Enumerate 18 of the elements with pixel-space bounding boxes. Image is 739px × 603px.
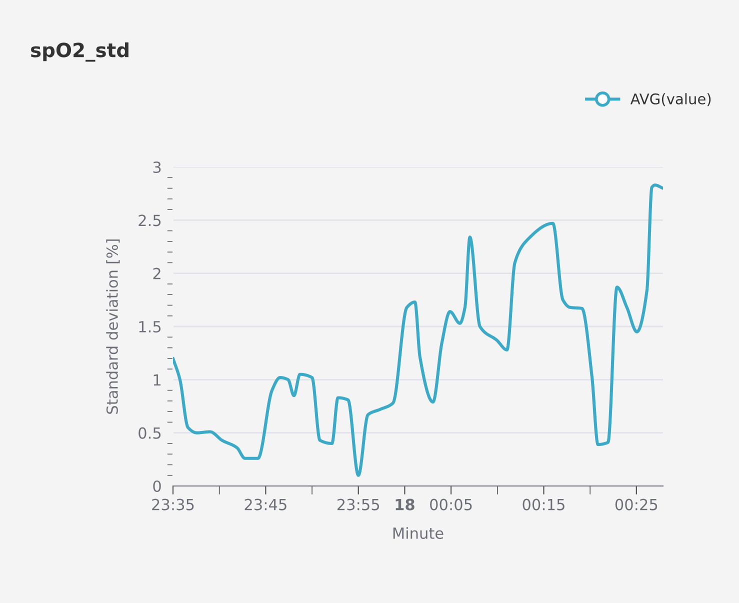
- x-tick-label: 00:25: [615, 498, 658, 510]
- x-tick-label: 23:55: [337, 498, 380, 510]
- x-axis-title: Minute: [393, 527, 444, 539]
- y-tick-label: 3: [153, 161, 161, 174]
- chart-title: spO2_std: [31, 42, 128, 62]
- x-tick-label: 18: [396, 498, 414, 510]
- x-tick-label: 23:45: [244, 498, 286, 510]
- y-tick-label: 2: [153, 268, 160, 280]
- x-tick-label: 00:15: [522, 498, 564, 510]
- legend-label: AVG(value): [630, 93, 711, 106]
- x-tick-label: 23:35: [152, 498, 194, 510]
- y-tick-label: 0: [153, 480, 161, 492]
- y-tick-label: 0.5: [138, 427, 161, 439]
- y-tick-label: 1.5: [139, 321, 161, 333]
- y-tick-label: 1: [154, 374, 160, 386]
- x-tick-label: 00:05: [430, 498, 472, 510]
- y-axis-title: Standard deviation [%]: [106, 239, 120, 414]
- y-tick-label: 2.5: [138, 214, 161, 226]
